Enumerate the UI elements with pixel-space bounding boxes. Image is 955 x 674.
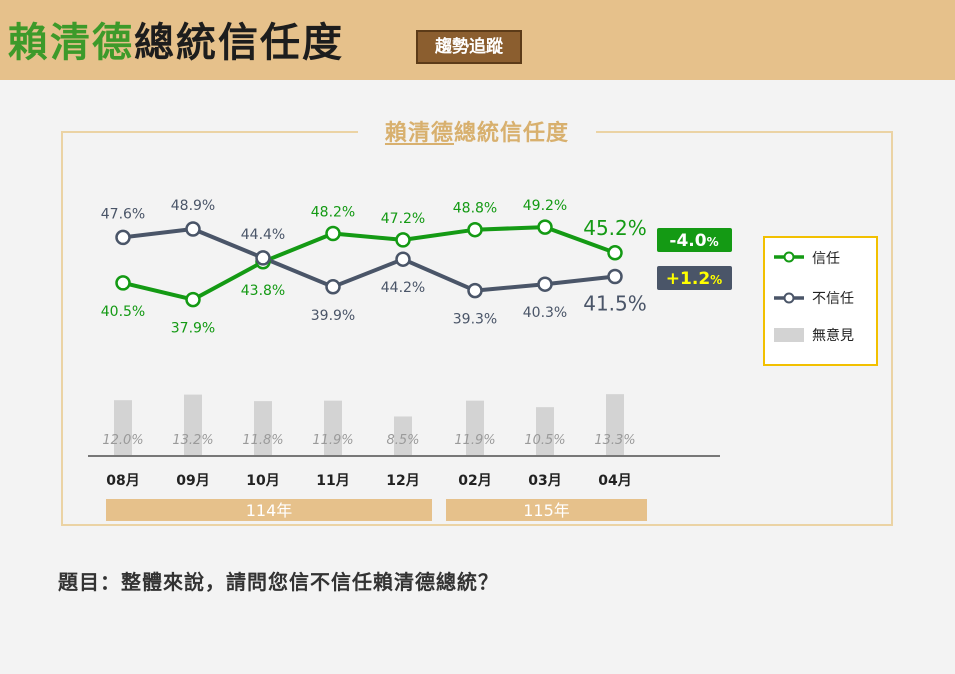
legend-no-opinion-swatch bbox=[774, 328, 804, 342]
distrust-point-0 bbox=[115, 229, 131, 246]
trust-label-4: 47.2% bbox=[381, 211, 425, 227]
trust-point-6 bbox=[537, 219, 553, 235]
trust-label-1: 37.9% bbox=[171, 321, 215, 337]
trust-point-0 bbox=[115, 275, 131, 291]
year-label-0: 114年 bbox=[246, 501, 293, 520]
year-bar-0 bbox=[106, 499, 432, 521]
chart-title-rest: 總統信任度 bbox=[454, 121, 570, 146]
series-lines bbox=[122, 225, 616, 302]
distrust-label-3: 39.9% bbox=[311, 308, 355, 324]
no-opinion-bar-7 bbox=[606, 394, 624, 456]
trust-change-unit: % bbox=[707, 235, 719, 249]
x-tick-7: 04月 bbox=[598, 473, 631, 489]
header-bar: 賴清德總統信任度 趨勢追蹤 bbox=[0, 0, 955, 80]
no-opinion-label-1: 13.2% bbox=[172, 433, 213, 448]
legend-distrust-marker bbox=[783, 292, 795, 304]
x-tick-0: 08月 bbox=[106, 473, 139, 489]
no-opinion-label-5: 11.9% bbox=[454, 433, 495, 448]
distrust-point-6 bbox=[537, 276, 553, 292]
page-title: 賴清德總統信任度 bbox=[8, 10, 344, 68]
distrust-point-7 bbox=[607, 268, 623, 285]
no-opinion-label-0: 12.0% bbox=[102, 433, 143, 448]
distrust-label-5: 39.3% bbox=[453, 312, 497, 328]
year-bar-1 bbox=[446, 499, 647, 521]
distrust-label-2: 44.4% bbox=[241, 227, 285, 243]
legend-no-opinion-label: 無意見 bbox=[812, 327, 854, 344]
trust-label-6: 49.2% bbox=[523, 198, 567, 214]
no-opinion-bar-1 bbox=[184, 394, 202, 456]
trust-label-0: 40.5% bbox=[101, 304, 145, 320]
trend-tracking-badge: 趨勢追蹤 bbox=[416, 30, 522, 64]
x-tick-2: 10月 bbox=[246, 473, 279, 489]
chart-title-name: 賴清德 bbox=[384, 121, 454, 146]
distrust-change-value: +1.2 bbox=[666, 269, 710, 289]
data-labels: 40.5% 37.9% 43.8% 48.2% 47.2% 48.8% 49.2% 45.2%… bbox=[101, 198, 647, 337]
trust-point-7 bbox=[607, 245, 623, 261]
distrust-change-badge bbox=[657, 266, 732, 290]
no-opinion-label-3: 11.9% bbox=[312, 433, 353, 448]
no-opinion-bars: 12.0% 13.2% 11.8% 11.9% 8.5% 11.9% 10.5% 13.3% bbox=[102, 394, 636, 456]
no-opinion-bar-3 bbox=[324, 400, 342, 456]
distrust-line bbox=[122, 227, 616, 293]
x-tick-5: 02月 bbox=[458, 473, 491, 489]
x-tick-labels: 08月 09月 10月 11月 12月 02月 03月 04月 bbox=[106, 473, 631, 489]
distrust-point-5 bbox=[467, 282, 483, 299]
trust-line bbox=[122, 225, 616, 302]
distrust-label-7: 41.5% bbox=[583, 292, 647, 316]
trust-change-value: -4.0 bbox=[669, 231, 706, 251]
change-badges: -4.0%+1.2% bbox=[657, 228, 732, 290]
no-opinion-bar-4 bbox=[394, 416, 412, 456]
distrust-change-text: +1.2% bbox=[666, 269, 722, 289]
distrust-label-4: 44.2% bbox=[381, 280, 425, 296]
x-tick-1: 09月 bbox=[176, 473, 209, 489]
chart-title: 賴清德總統信任度 bbox=[358, 119, 596, 149]
trust-point-5 bbox=[467, 221, 483, 238]
trust-change-badge bbox=[657, 228, 732, 252]
distrust-point-1 bbox=[185, 221, 201, 237]
trust-point-4 bbox=[395, 232, 411, 248]
legend-trust-marker bbox=[783, 251, 795, 263]
year-groups: 114年 115年 bbox=[106, 499, 647, 521]
no-opinion-bar-6 bbox=[536, 407, 554, 456]
no-opinion-bar-0 bbox=[114, 400, 132, 456]
no-opinion-label-2: 11.8% bbox=[242, 433, 283, 448]
title-name: 賴清德 bbox=[8, 20, 134, 66]
title-topic: 總統信任度 bbox=[134, 20, 344, 66]
x-tick-4: 12月 bbox=[386, 473, 419, 489]
year-label-1: 115年 bbox=[523, 501, 570, 520]
legend-distrust-label: 不信任 bbox=[812, 291, 854, 307]
no-opinion-bar-2 bbox=[254, 401, 272, 456]
survey-question: 題目：整體來說，請問您信不信任賴清德總統？ bbox=[58, 570, 499, 594]
distrust-label-6: 40.3% bbox=[523, 305, 567, 321]
series-points bbox=[115, 219, 623, 308]
distrust-point-3 bbox=[325, 279, 341, 295]
x-tick-6: 03月 bbox=[528, 473, 561, 489]
trust-point-3 bbox=[325, 225, 341, 242]
no-opinion-label-7: 13.3% bbox=[594, 433, 635, 448]
legend-trust-label: 信任 bbox=[812, 251, 840, 267]
trust-label-7: 45.2% bbox=[583, 216, 647, 240]
no-opinion-label-6: 10.5% bbox=[524, 433, 565, 448]
distrust-label-1: 48.9% bbox=[171, 198, 215, 214]
trust-label-2: 43.8% bbox=[241, 283, 285, 299]
distrust-change-unit: % bbox=[710, 273, 722, 287]
trust-label-5: 48.8% bbox=[453, 201, 497, 217]
trust-label-3: 48.2% bbox=[311, 205, 355, 221]
distrust-point-4 bbox=[395, 251, 411, 267]
no-opinion-bar-5 bbox=[466, 400, 484, 456]
distrust-point-2 bbox=[255, 250, 271, 266]
x-tick-3: 11月 bbox=[316, 473, 349, 489]
distrust-label-0: 47.6% bbox=[101, 206, 145, 222]
trust-point-1 bbox=[185, 291, 201, 308]
trust-change-text: -4.0% bbox=[669, 231, 718, 251]
no-opinion-label-4: 8.5% bbox=[386, 433, 419, 448]
